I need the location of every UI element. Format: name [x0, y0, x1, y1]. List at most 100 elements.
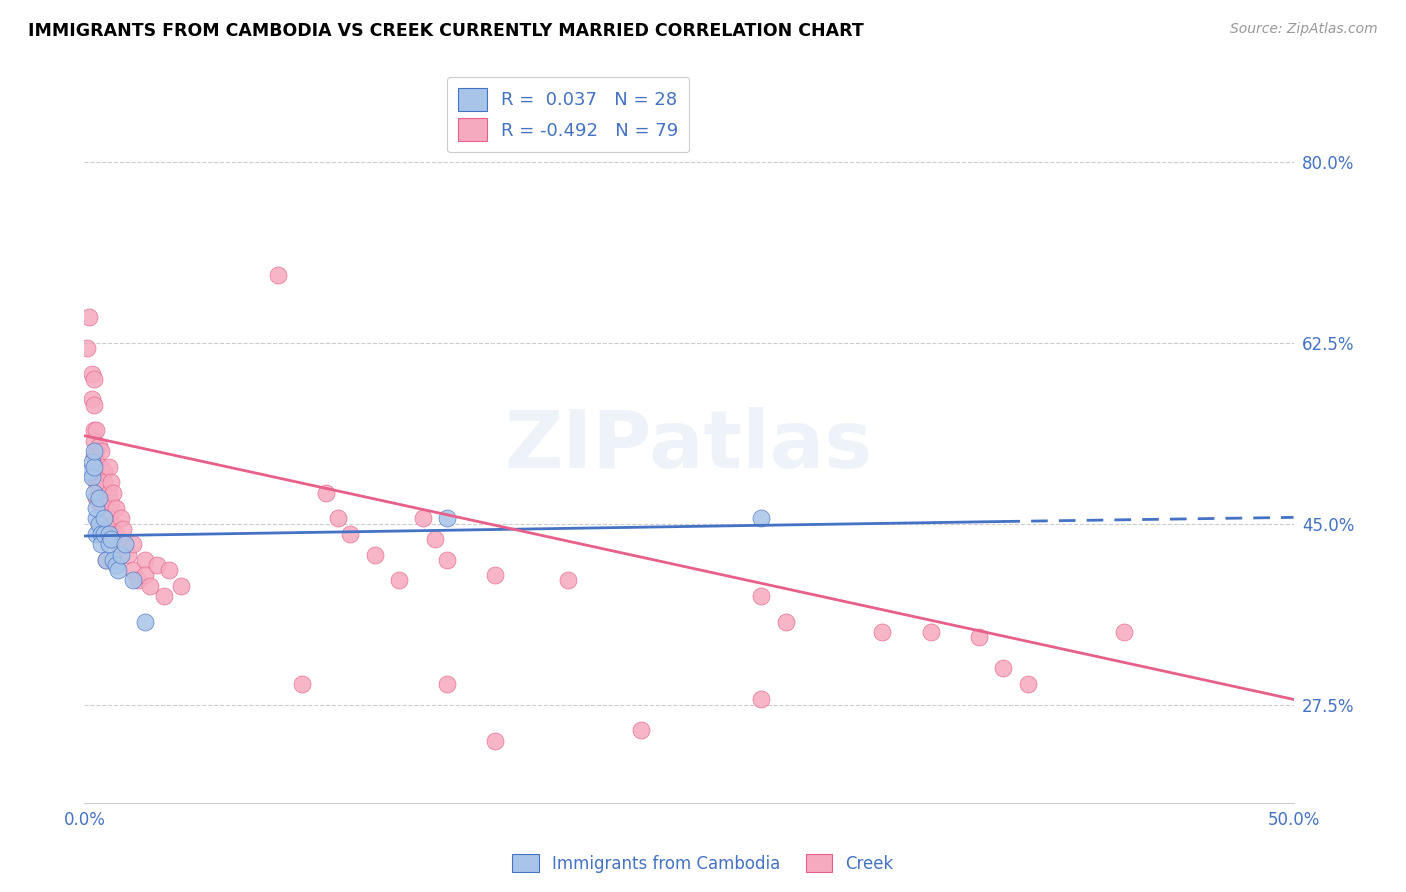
Point	[138, 579, 160, 593]
Point	[134, 553, 156, 567]
Point	[83, 444, 105, 458]
Point	[76, 341, 98, 355]
Point	[93, 465, 115, 479]
Point	[90, 527, 112, 541]
Point	[388, 574, 411, 588]
Point	[87, 465, 110, 479]
Point	[412, 511, 434, 525]
Point	[87, 491, 110, 505]
Point	[86, 511, 108, 525]
Point	[97, 459, 120, 474]
Point	[83, 372, 105, 386]
Point	[90, 444, 112, 458]
Point	[86, 475, 108, 490]
Point	[127, 574, 149, 588]
Point	[86, 454, 108, 468]
Point	[157, 563, 180, 577]
Point	[484, 733, 506, 747]
Point	[328, 511, 350, 525]
Point	[121, 574, 143, 588]
Point	[93, 516, 115, 531]
Point	[94, 527, 117, 541]
Point	[86, 491, 108, 505]
Point	[83, 485, 105, 500]
Point	[153, 589, 176, 603]
Point	[112, 522, 135, 536]
Point	[751, 511, 773, 525]
Point	[97, 511, 120, 525]
Point	[90, 537, 112, 551]
Point	[423, 532, 446, 546]
Point	[170, 579, 193, 593]
Point	[97, 485, 120, 500]
Point	[121, 563, 143, 577]
Point	[751, 692, 773, 706]
Point	[117, 548, 139, 562]
Point	[967, 630, 990, 644]
Point	[86, 501, 108, 516]
Point	[436, 553, 458, 567]
Point	[110, 548, 132, 562]
Point	[103, 516, 125, 531]
Point	[775, 615, 797, 629]
Point	[146, 558, 169, 572]
Point	[94, 553, 117, 567]
Point	[93, 491, 115, 505]
Point	[557, 574, 579, 588]
Point	[114, 537, 136, 551]
Point	[872, 625, 894, 640]
Point	[114, 537, 136, 551]
Point	[83, 434, 105, 448]
Point	[920, 625, 942, 640]
Point	[77, 465, 100, 479]
Point	[104, 558, 127, 572]
Point	[103, 553, 125, 567]
Point	[87, 516, 110, 531]
Point	[80, 454, 103, 468]
Point	[93, 527, 115, 541]
Point	[80, 392, 103, 407]
Point	[97, 537, 120, 551]
Point	[107, 537, 129, 551]
Point	[121, 537, 143, 551]
Point	[363, 548, 385, 562]
Point	[100, 475, 122, 490]
Text: Source: ZipAtlas.com: Source: ZipAtlas.com	[1230, 22, 1378, 37]
Point	[436, 511, 458, 525]
Point	[339, 527, 361, 541]
Point	[87, 439, 110, 453]
Point	[90, 459, 112, 474]
Point	[97, 527, 120, 541]
Point	[93, 511, 115, 525]
Point	[134, 615, 156, 629]
Point	[83, 459, 105, 474]
Point	[83, 450, 105, 464]
Point	[104, 501, 127, 516]
Legend: R =  0.037   N = 28, R = -0.492   N = 79: R = 0.037 N = 28, R = -0.492 N = 79	[447, 77, 689, 153]
Point	[100, 532, 122, 546]
Point	[83, 398, 105, 412]
Point	[1114, 625, 1136, 640]
Text: ZIPatlas: ZIPatlas	[505, 407, 873, 485]
Point	[90, 496, 112, 510]
Point	[87, 516, 110, 531]
Point	[993, 661, 1015, 675]
Point	[87, 496, 110, 510]
Point	[87, 480, 110, 494]
Point	[1017, 677, 1039, 691]
Point	[86, 444, 108, 458]
Point	[90, 516, 112, 531]
Text: IMMIGRANTS FROM CAMBODIA VS CREEK CURRENTLY MARRIED CORRELATION CHART: IMMIGRANTS FROM CAMBODIA VS CREEK CURREN…	[28, 22, 863, 40]
Point	[315, 485, 337, 500]
Point	[80, 470, 103, 484]
Point	[93, 475, 115, 490]
Point	[436, 677, 458, 691]
Point	[630, 723, 652, 738]
Point	[751, 589, 773, 603]
Point	[94, 553, 117, 567]
Legend: Immigrants from Cambodia, Creek: Immigrants from Cambodia, Creek	[506, 847, 900, 880]
Point	[86, 470, 108, 484]
Point	[110, 537, 132, 551]
Point	[100, 496, 122, 510]
Point	[291, 677, 314, 691]
